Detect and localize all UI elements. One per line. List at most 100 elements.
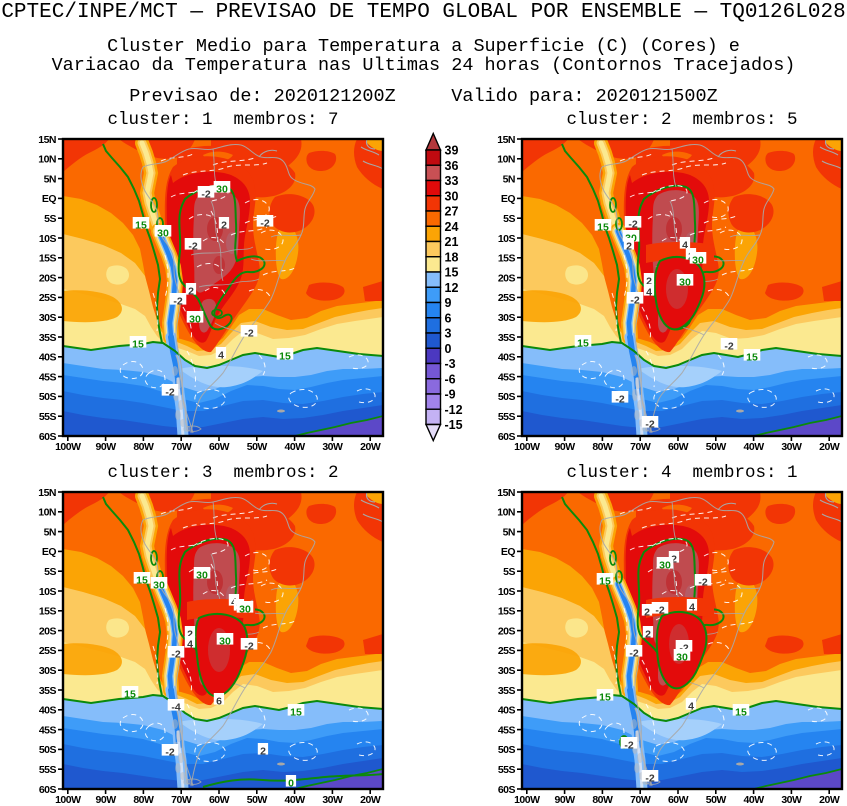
svg-text:2: 2 [645,629,651,641]
svg-text:-6: -6 [445,373,456,387]
svg-text:30: 30 [219,636,231,648]
svg-text:5N: 5N [503,526,515,538]
svg-text:-15: -15 [445,418,463,432]
svg-text:10N: 10N [38,507,56,519]
svg-text:2: 2 [187,629,193,641]
svg-text:10S: 10S [498,586,516,598]
svg-text:30W: 30W [322,441,343,453]
svg-text:30W: 30W [781,441,802,453]
svg-text:50W: 50W [706,441,727,453]
svg-text:15: 15 [445,266,459,280]
svg-text:-2: -2 [173,296,182,308]
svg-text:5S: 5S [503,566,515,578]
svg-text:55S: 55S [498,764,516,776]
svg-text:90W: 90W [555,441,576,453]
svg-text:30: 30 [157,228,169,240]
svg-text:0: 0 [445,342,452,356]
svg-text:15: 15 [597,222,609,234]
svg-text:15: 15 [279,351,291,363]
svg-text:60W: 60W [209,794,230,806]
svg-text:60S: 60S [39,431,57,443]
svg-text:50W: 50W [247,794,268,806]
svg-text:30W: 30W [322,794,343,806]
svg-text:50S: 50S [39,391,57,403]
svg-text:-2: -2 [624,740,633,752]
svg-text:20S: 20S [39,272,57,284]
svg-text:-2: -2 [201,189,210,201]
svg-text:30: 30 [692,255,704,267]
svg-text:-2: -2 [629,648,638,660]
svg-text:100W: 100W [514,441,540,453]
svg-text:50S: 50S [498,744,516,756]
svg-text:25S: 25S [39,292,57,304]
svg-text:90W: 90W [96,441,117,453]
svg-text:-4: -4 [171,702,180,714]
svg-text:70W: 70W [630,794,651,806]
svg-text:EQ: EQ [501,546,516,558]
svg-text:10N: 10N [497,507,515,519]
svg-text:12: 12 [445,281,459,295]
svg-text:-3: -3 [445,357,456,371]
svg-text:4: 4 [688,701,694,713]
svg-text:-2: -2 [655,605,664,617]
svg-text:2: 2 [646,276,652,288]
svg-text:2: 2 [221,220,227,232]
svg-text:45S: 45S [498,724,516,736]
svg-text:45S: 45S [39,371,57,383]
svg-text:50S: 50S [39,744,57,756]
svg-text:20W: 20W [360,794,381,806]
svg-text:40W: 40W [744,794,765,806]
svg-text:10S: 10S [39,586,57,598]
svg-text:-2: -2 [188,241,197,253]
svg-text:60S: 60S [498,431,516,443]
svg-text:2: 2 [188,286,194,298]
svg-text:60S: 60S [39,784,57,796]
svg-text:4: 4 [218,350,224,362]
svg-text:60S: 60S [498,784,516,796]
svg-text:5N: 5N [44,173,56,185]
svg-text:45S: 45S [498,371,516,383]
svg-text:-2: -2 [171,649,180,661]
svg-text:15: 15 [135,220,147,232]
svg-text:40S: 40S [39,352,57,364]
svg-text:5S: 5S [44,566,56,578]
svg-text:20W: 20W [360,441,381,453]
svg-text:20S: 20S [498,272,516,284]
svg-text:EQ: EQ [42,546,57,558]
svg-text:40S: 40S [498,352,516,364]
svg-text:5S: 5S [503,213,515,225]
svg-text:15S: 15S [39,253,57,265]
svg-text:4: 4 [689,602,695,614]
svg-text:EQ: EQ [42,193,57,205]
svg-text:9: 9 [445,296,452,310]
svg-text:39: 39 [445,144,459,158]
svg-text:35S: 35S [498,332,516,344]
svg-text:18: 18 [445,251,459,265]
svg-text:-2: -2 [645,419,654,431]
svg-text:80W: 80W [133,794,154,806]
svg-text:60W: 60W [209,441,230,453]
svg-text:-2: -2 [244,641,253,653]
svg-text:-2: -2 [244,328,253,340]
svg-text:15: 15 [599,576,611,588]
svg-text:80W: 80W [592,441,613,453]
svg-text:-2: -2 [679,643,688,655]
svg-text:90W: 90W [555,794,576,806]
svg-text:5S: 5S [44,213,56,225]
svg-text:80W: 80W [133,441,154,453]
svg-text:10N: 10N [38,154,56,166]
svg-text:70W: 70W [171,794,192,806]
svg-text:24: 24 [445,220,459,234]
svg-text:100W: 100W [55,794,81,806]
svg-text:30: 30 [445,190,459,204]
svg-text:3: 3 [445,327,452,341]
svg-text:40W: 40W [744,441,765,453]
svg-text:15S: 15S [39,606,57,618]
svg-text:-2: -2 [165,387,174,399]
svg-text:6: 6 [445,312,452,326]
svg-text:2: 2 [644,607,650,619]
svg-text:50W: 50W [706,794,727,806]
svg-text:60W: 60W [668,441,689,453]
svg-text:55S: 55S [39,411,57,423]
svg-text:25S: 25S [498,292,516,304]
